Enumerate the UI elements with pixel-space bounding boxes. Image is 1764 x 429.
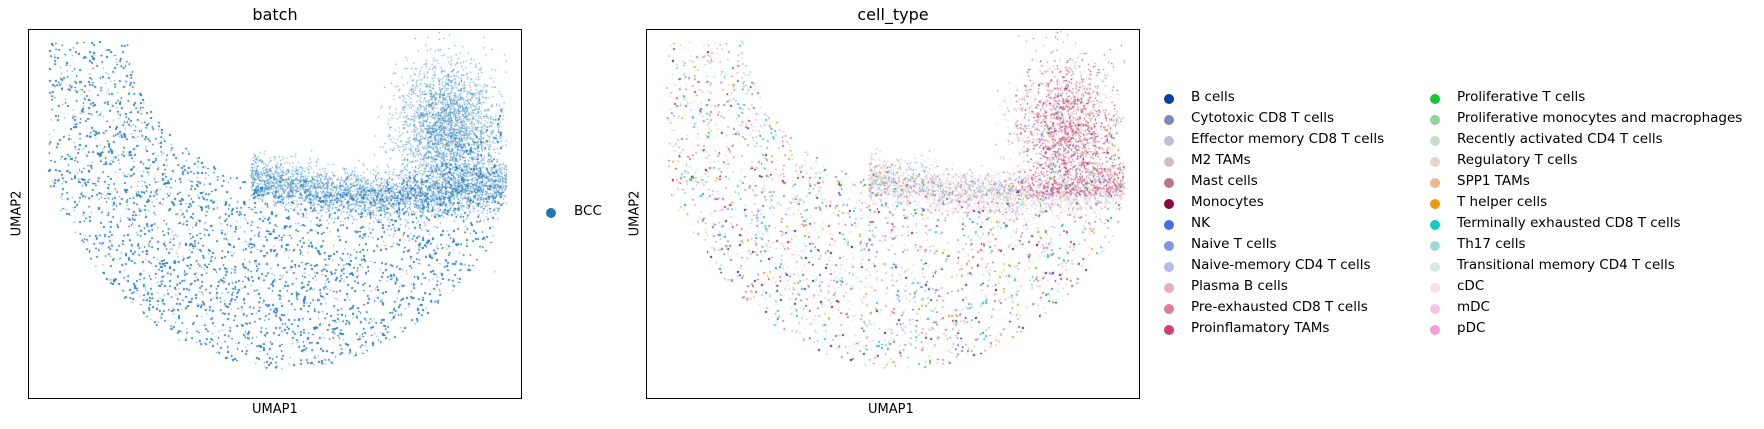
legend-label-bcc: BCC [574,203,602,219]
legend-marker [1164,325,1174,335]
legend-label: Naive-memory CD4 T cells [1191,257,1371,273]
legend-marker [1164,241,1174,251]
legend-marker [1164,178,1174,188]
legend-marker [1164,115,1174,125]
legend-marker [1164,157,1174,167]
legend-label: pDC [1457,320,1486,336]
legend-label: NK [1191,215,1210,231]
cell-type-x-axis-label: UMAP1 [868,402,914,417]
legend-label: M2 TAMs [1191,152,1251,168]
legend-label: B cells [1191,89,1235,105]
legend-label: SPP1 TAMs [1457,173,1530,189]
legend-marker [1164,304,1174,314]
legend-marker [1430,304,1440,314]
legend-marker [1164,94,1174,104]
legend-label: cDC [1457,278,1485,294]
legend-label: Regulatory T cells [1457,152,1578,168]
legend-label: Monocytes [1191,194,1264,210]
legend-marker [1430,94,1440,104]
legend-label: Th17 cells [1457,236,1526,252]
legend-label: Recently activated CD4 T cells [1457,131,1663,147]
legend-label: Plasma B cells [1191,278,1288,294]
cell-type-panel-title: cell_type [857,5,929,24]
legend-label: mDC [1457,299,1490,315]
cell-type-scatter-plot [646,29,1140,399]
cell-type-y-axis-label: UMAP2 [627,190,643,237]
legend-label: Effector memory CD8 T cells [1191,131,1385,147]
legend-label: Pre-exhausted CD8 T cells [1191,299,1368,315]
batch-y-axis-label: UMAP2 [9,190,25,237]
legend-label: Terminally exhausted CD8 T cells [1457,215,1681,231]
legend-marker [1164,262,1174,272]
cell-type-scatter-points [647,30,1139,398]
legend-marker [1430,325,1440,335]
batch-panel-title: batch [252,5,298,24]
legend-marker [1430,262,1440,272]
batch-scatter-plot [28,29,522,399]
batch-scatter-points [29,30,521,398]
legend-marker [1430,157,1440,167]
legend-marker [1164,220,1174,230]
batch-x-axis-label: UMAP1 [252,402,298,417]
legend-marker [1430,220,1440,230]
legend-label: Cytotoxic CD8 T cells [1191,110,1335,126]
legend-marker [1430,199,1440,209]
legend-label: Naive T cells [1191,236,1277,252]
legend-label: Proliferative T cells [1457,89,1586,105]
legend-label: Mast cells [1191,173,1258,189]
legend-label: T helper cells [1457,194,1548,210]
legend-label: Proliferative monocytes and macrophages [1457,110,1743,126]
legend-marker [1430,115,1440,125]
legend-label: Transitional memory CD4 T cells [1457,257,1675,273]
legend-marker [1430,241,1440,251]
legend-marker [1430,178,1440,188]
legend-marker [1164,283,1174,293]
legend-marker [1164,136,1174,146]
legend-marker-bcc [546,208,556,218]
legend-label: Proinflamatory TAMs [1191,320,1330,336]
legend-marker [1164,199,1174,209]
legend-marker [1430,136,1440,146]
legend-marker [1430,283,1440,293]
